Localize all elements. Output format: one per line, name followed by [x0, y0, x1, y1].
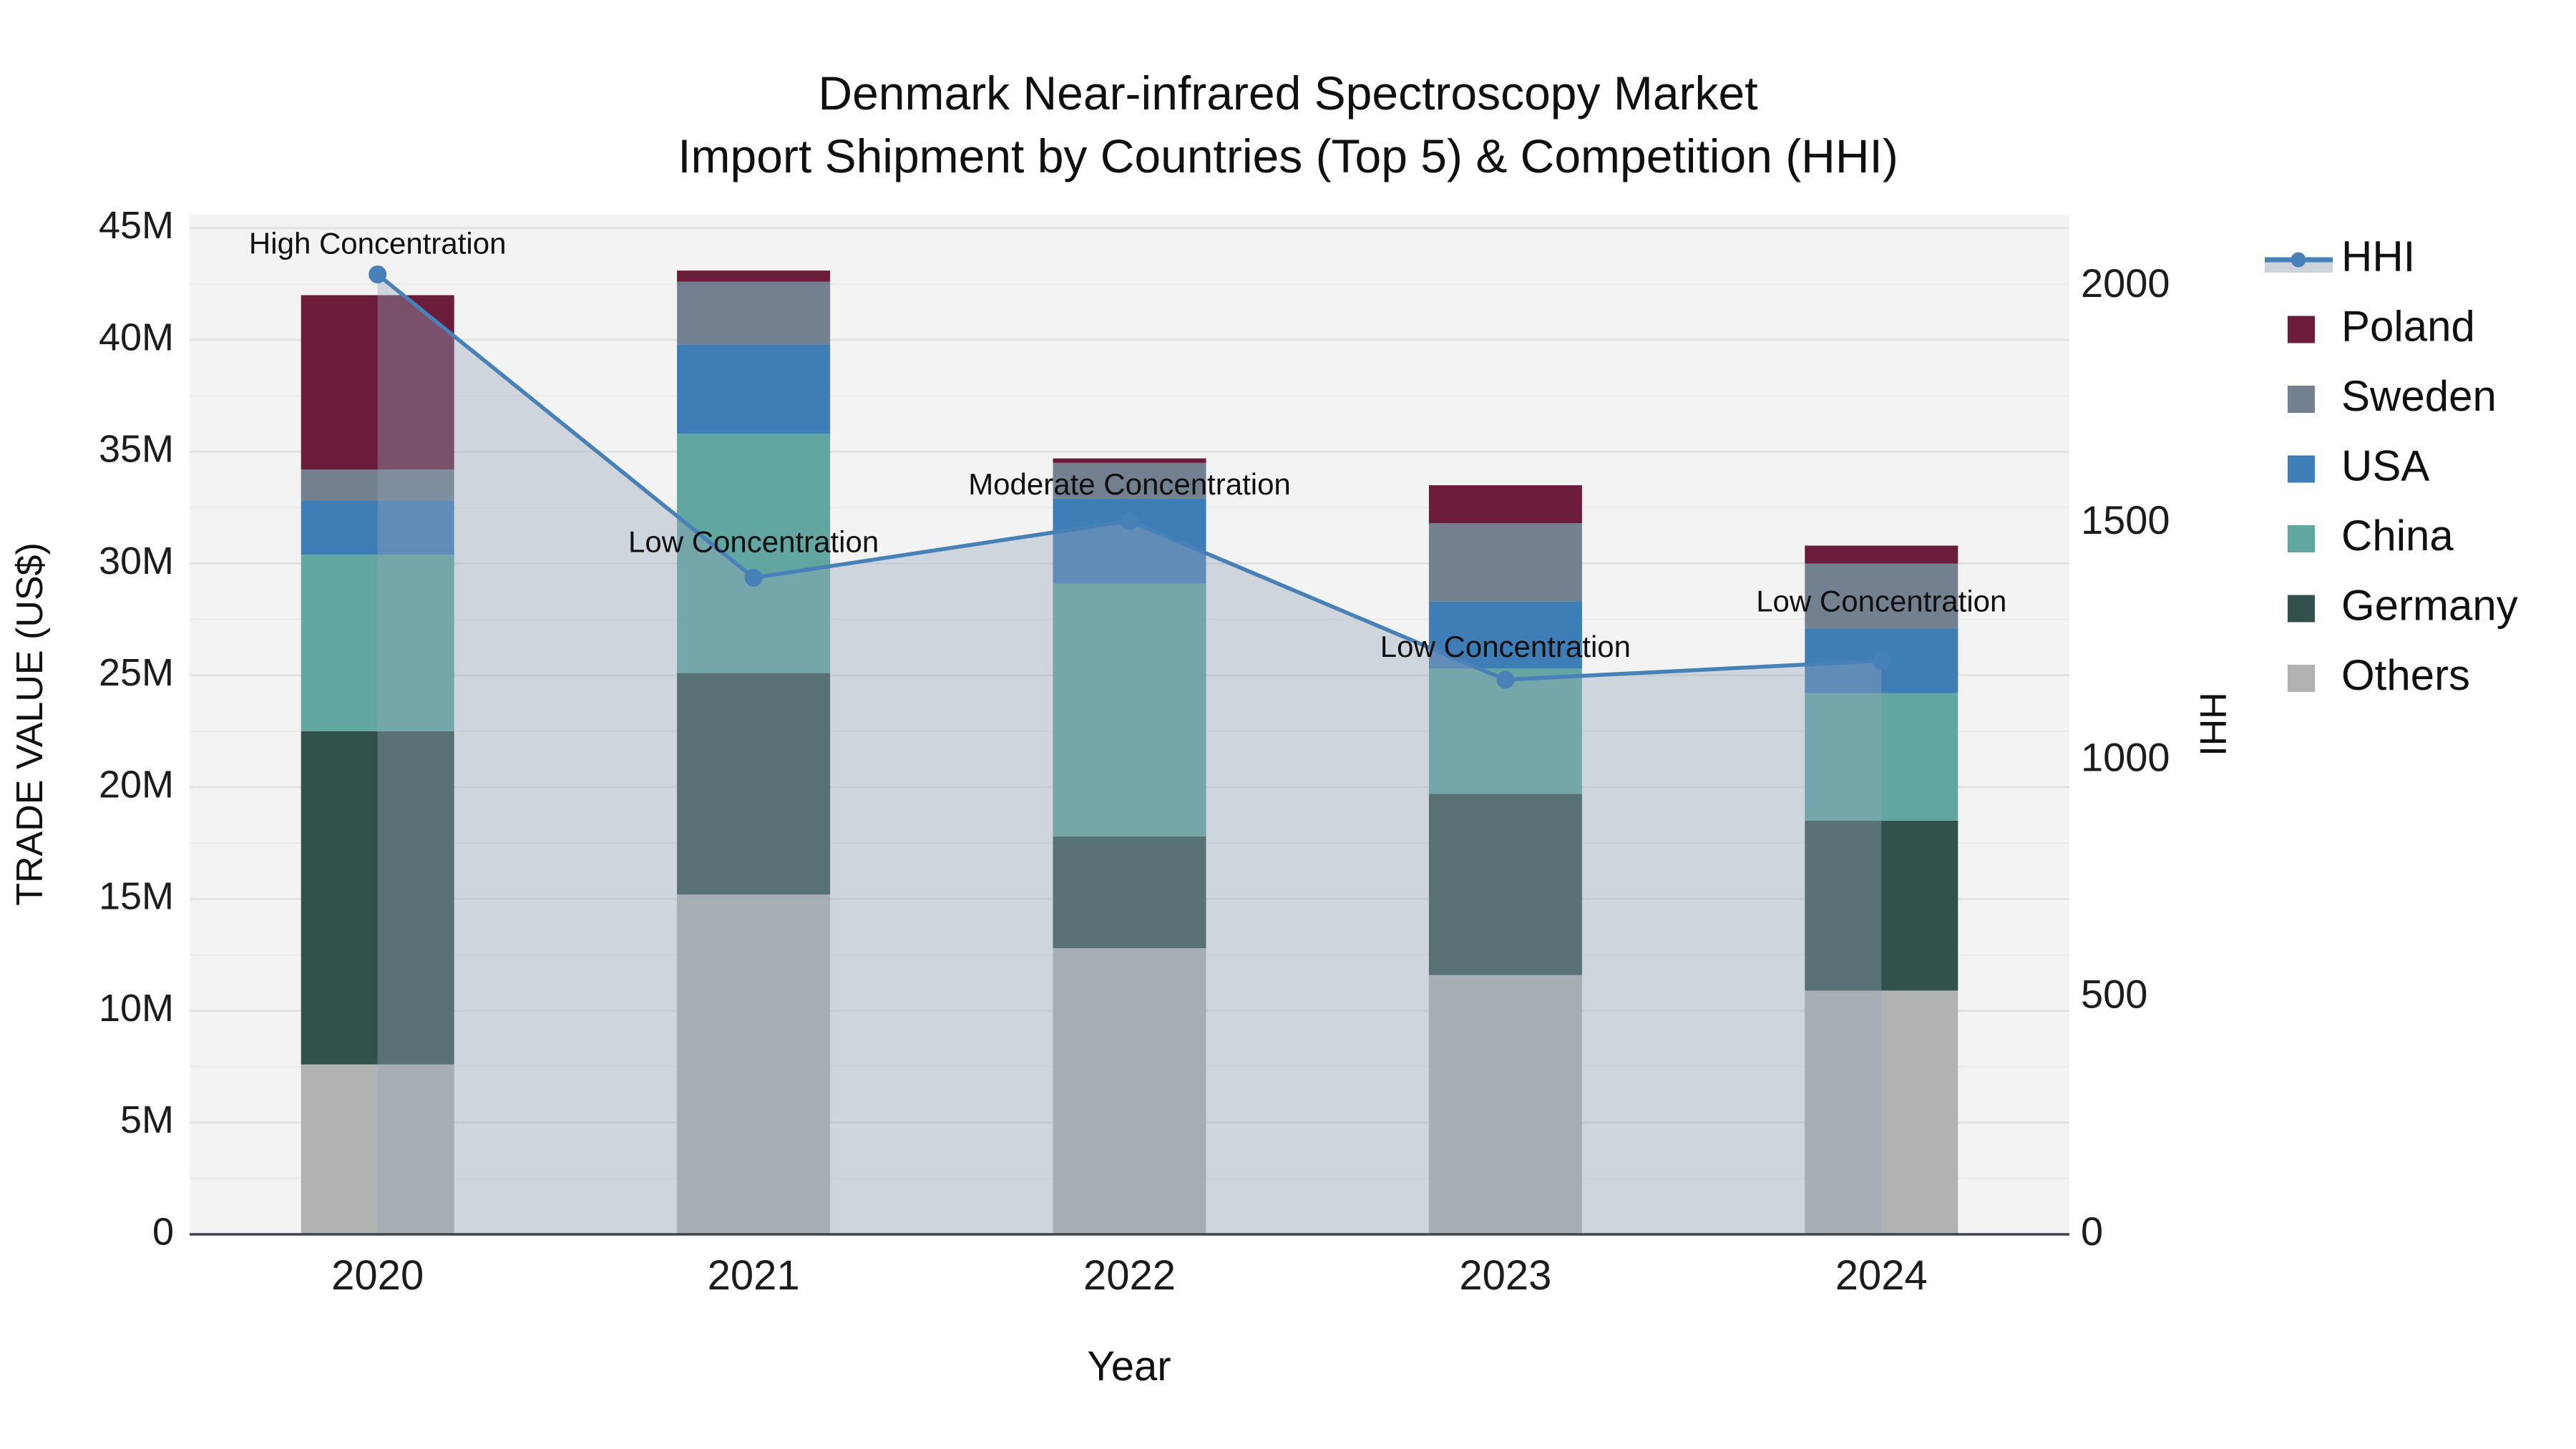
- bar-segment-2023-others[interactable]: [1428, 975, 1582, 1235]
- legend-item-others[interactable]: Others: [2288, 651, 2470, 699]
- chart-title-line2: Import Shipment by Countries (Top 5) & C…: [678, 130, 1898, 182]
- hhi-marker-2022[interactable]: [1121, 512, 1138, 530]
- bar-segment-2023-sweden[interactable]: [1428, 523, 1582, 602]
- hhi-marker-2020[interactable]: [369, 265, 387, 283]
- y-axis-title-left: TRADE VALUE (US$): [9, 542, 51, 906]
- legend-label-others: Others: [2341, 651, 2470, 699]
- legend-item-germany[interactable]: Germany: [2288, 581, 2518, 629]
- hhi-marker-2021[interactable]: [744, 568, 763, 587]
- legend-swatch-others: [2288, 665, 2315, 692]
- annotation-2022: Moderate Concentration: [968, 467, 1291, 501]
- legend-swatch-germany: [2288, 595, 2315, 623]
- legend-item-usa[interactable]: USA: [2288, 441, 2429, 489]
- bar-segment-2020-poland[interactable]: [301, 295, 454, 470]
- legend-label-hhi: HHI: [2341, 233, 2415, 280]
- bar-segment-2020-others[interactable]: [301, 1064, 454, 1235]
- y-left-tick-5M: 5M: [120, 1098, 174, 1141]
- bar-segment-2024-china[interactable]: [1805, 693, 1958, 821]
- y-left-tick-15M: 15M: [99, 875, 174, 918]
- bar-segment-2021-usa[interactable]: [677, 344, 831, 434]
- legend-swatch-china: [2288, 525, 2315, 552]
- legend-swatch-usa: [2288, 455, 2315, 483]
- x-tick-2022: 2022: [1083, 1252, 1176, 1299]
- hhi-marker-2023[interactable]: [1496, 670, 1515, 689]
- y-left-tick-40M: 40M: [99, 316, 174, 358]
- y-left-tick-20M: 20M: [99, 763, 174, 806]
- y-left-tick-0: 0: [152, 1210, 174, 1253]
- x-tick-2020: 2020: [331, 1252, 424, 1299]
- hhi-area-fill: [377, 274, 1882, 1235]
- annotation-2021: Low Concentration: [628, 525, 879, 559]
- bar-segment-2022-germany[interactable]: [1053, 836, 1206, 948]
- bar-segment-2022-poland[interactable]: [1053, 458, 1206, 463]
- bar-segment-2021-others[interactable]: [677, 894, 831, 1234]
- bar-segment-2023-poland[interactable]: [1428, 485, 1582, 524]
- y-right-tick-0: 0: [2081, 1209, 2103, 1254]
- legend-swatch-poland: [2288, 316, 2315, 343]
- y-right-tick-1000: 1000: [2081, 734, 2170, 779]
- legend-label-germany: Germany: [2341, 581, 2518, 629]
- y-left-tick-10M: 10M: [99, 987, 174, 1030]
- legend-item-china[interactable]: China: [2288, 512, 2454, 560]
- x-tick-2024: 2024: [1835, 1252, 1928, 1299]
- chart-title-line1: Denmark Near-infrared Spectroscopy Marke…: [818, 67, 1758, 119]
- bar-segment-2021-germany[interactable]: [677, 673, 831, 894]
- hhi-marker-2024[interactable]: [1872, 651, 1890, 670]
- bar-segment-2024-others[interactable]: [1805, 990, 1958, 1234]
- legend-item-poland[interactable]: Poland: [2288, 302, 2475, 350]
- x-tick-2023: 2023: [1459, 1252, 1551, 1299]
- bar-segment-2024-sweden[interactable]: [1805, 563, 1958, 629]
- y-left-tick-45M: 45M: [99, 204, 174, 247]
- bar-segment-2024-poland[interactable]: [1805, 545, 1958, 564]
- y-right-tick-2000: 2000: [2081, 260, 2170, 306]
- y-right-tick-500: 500: [2081, 972, 2147, 1017]
- bar-segment-2022-sweden[interactable]: [1053, 462, 1206, 499]
- bar-segment-2022-china[interactable]: [1053, 583, 1206, 836]
- y-left-tick-30M: 30M: [99, 540, 174, 582]
- legend-label-china: China: [2341, 512, 2454, 560]
- bar-segment-2020-usa[interactable]: [301, 501, 454, 555]
- legend-item-sweden[interactable]: Sweden: [2288, 372, 2497, 420]
- x-axis-title: Year: [1087, 1343, 1171, 1390]
- bar-segment-2021-poland[interactable]: [677, 270, 831, 282]
- bar-segment-2020-china[interactable]: [301, 555, 454, 731]
- y-left-tick-35M: 35M: [99, 428, 174, 471]
- legend-swatch-sweden: [2288, 386, 2315, 413]
- y-left-tick-25M: 25M: [99, 651, 174, 694]
- bar-segment-2023-germany[interactable]: [1428, 794, 1582, 975]
- bar-segment-2021-sweden[interactable]: [677, 281, 831, 345]
- bar-segment-2022-others[interactable]: [1053, 948, 1206, 1234]
- bar-segment-2021-china[interactable]: [677, 434, 831, 673]
- annotation-2024: Low Concentration: [1756, 584, 2006, 618]
- bar-segment-2023-china[interactable]: [1428, 668, 1582, 794]
- bar-segment-2020-sweden[interactable]: [301, 469, 454, 501]
- legend-hhi-marker-swatch: [2290, 252, 2306, 268]
- y-right-tick-1500: 1500: [2081, 497, 2170, 542]
- bar-segment-2024-germany[interactable]: [1805, 820, 1958, 991]
- legend-label-usa: USA: [2341, 441, 2429, 489]
- legend-label-sweden: Sweden: [2341, 372, 2497, 420]
- annotation-2023: Low Concentration: [1380, 630, 1631, 663]
- legend-item-hhi[interactable]: HHI: [2265, 233, 2415, 280]
- bar-segment-2020-germany[interactable]: [301, 731, 454, 1065]
- x-tick-2021: 2021: [708, 1252, 800, 1299]
- annotation-2020: High Concentration: [249, 227, 507, 260]
- legend-label-poland: Poland: [2341, 302, 2475, 350]
- y-axis-title-right: HHI: [2192, 692, 2233, 756]
